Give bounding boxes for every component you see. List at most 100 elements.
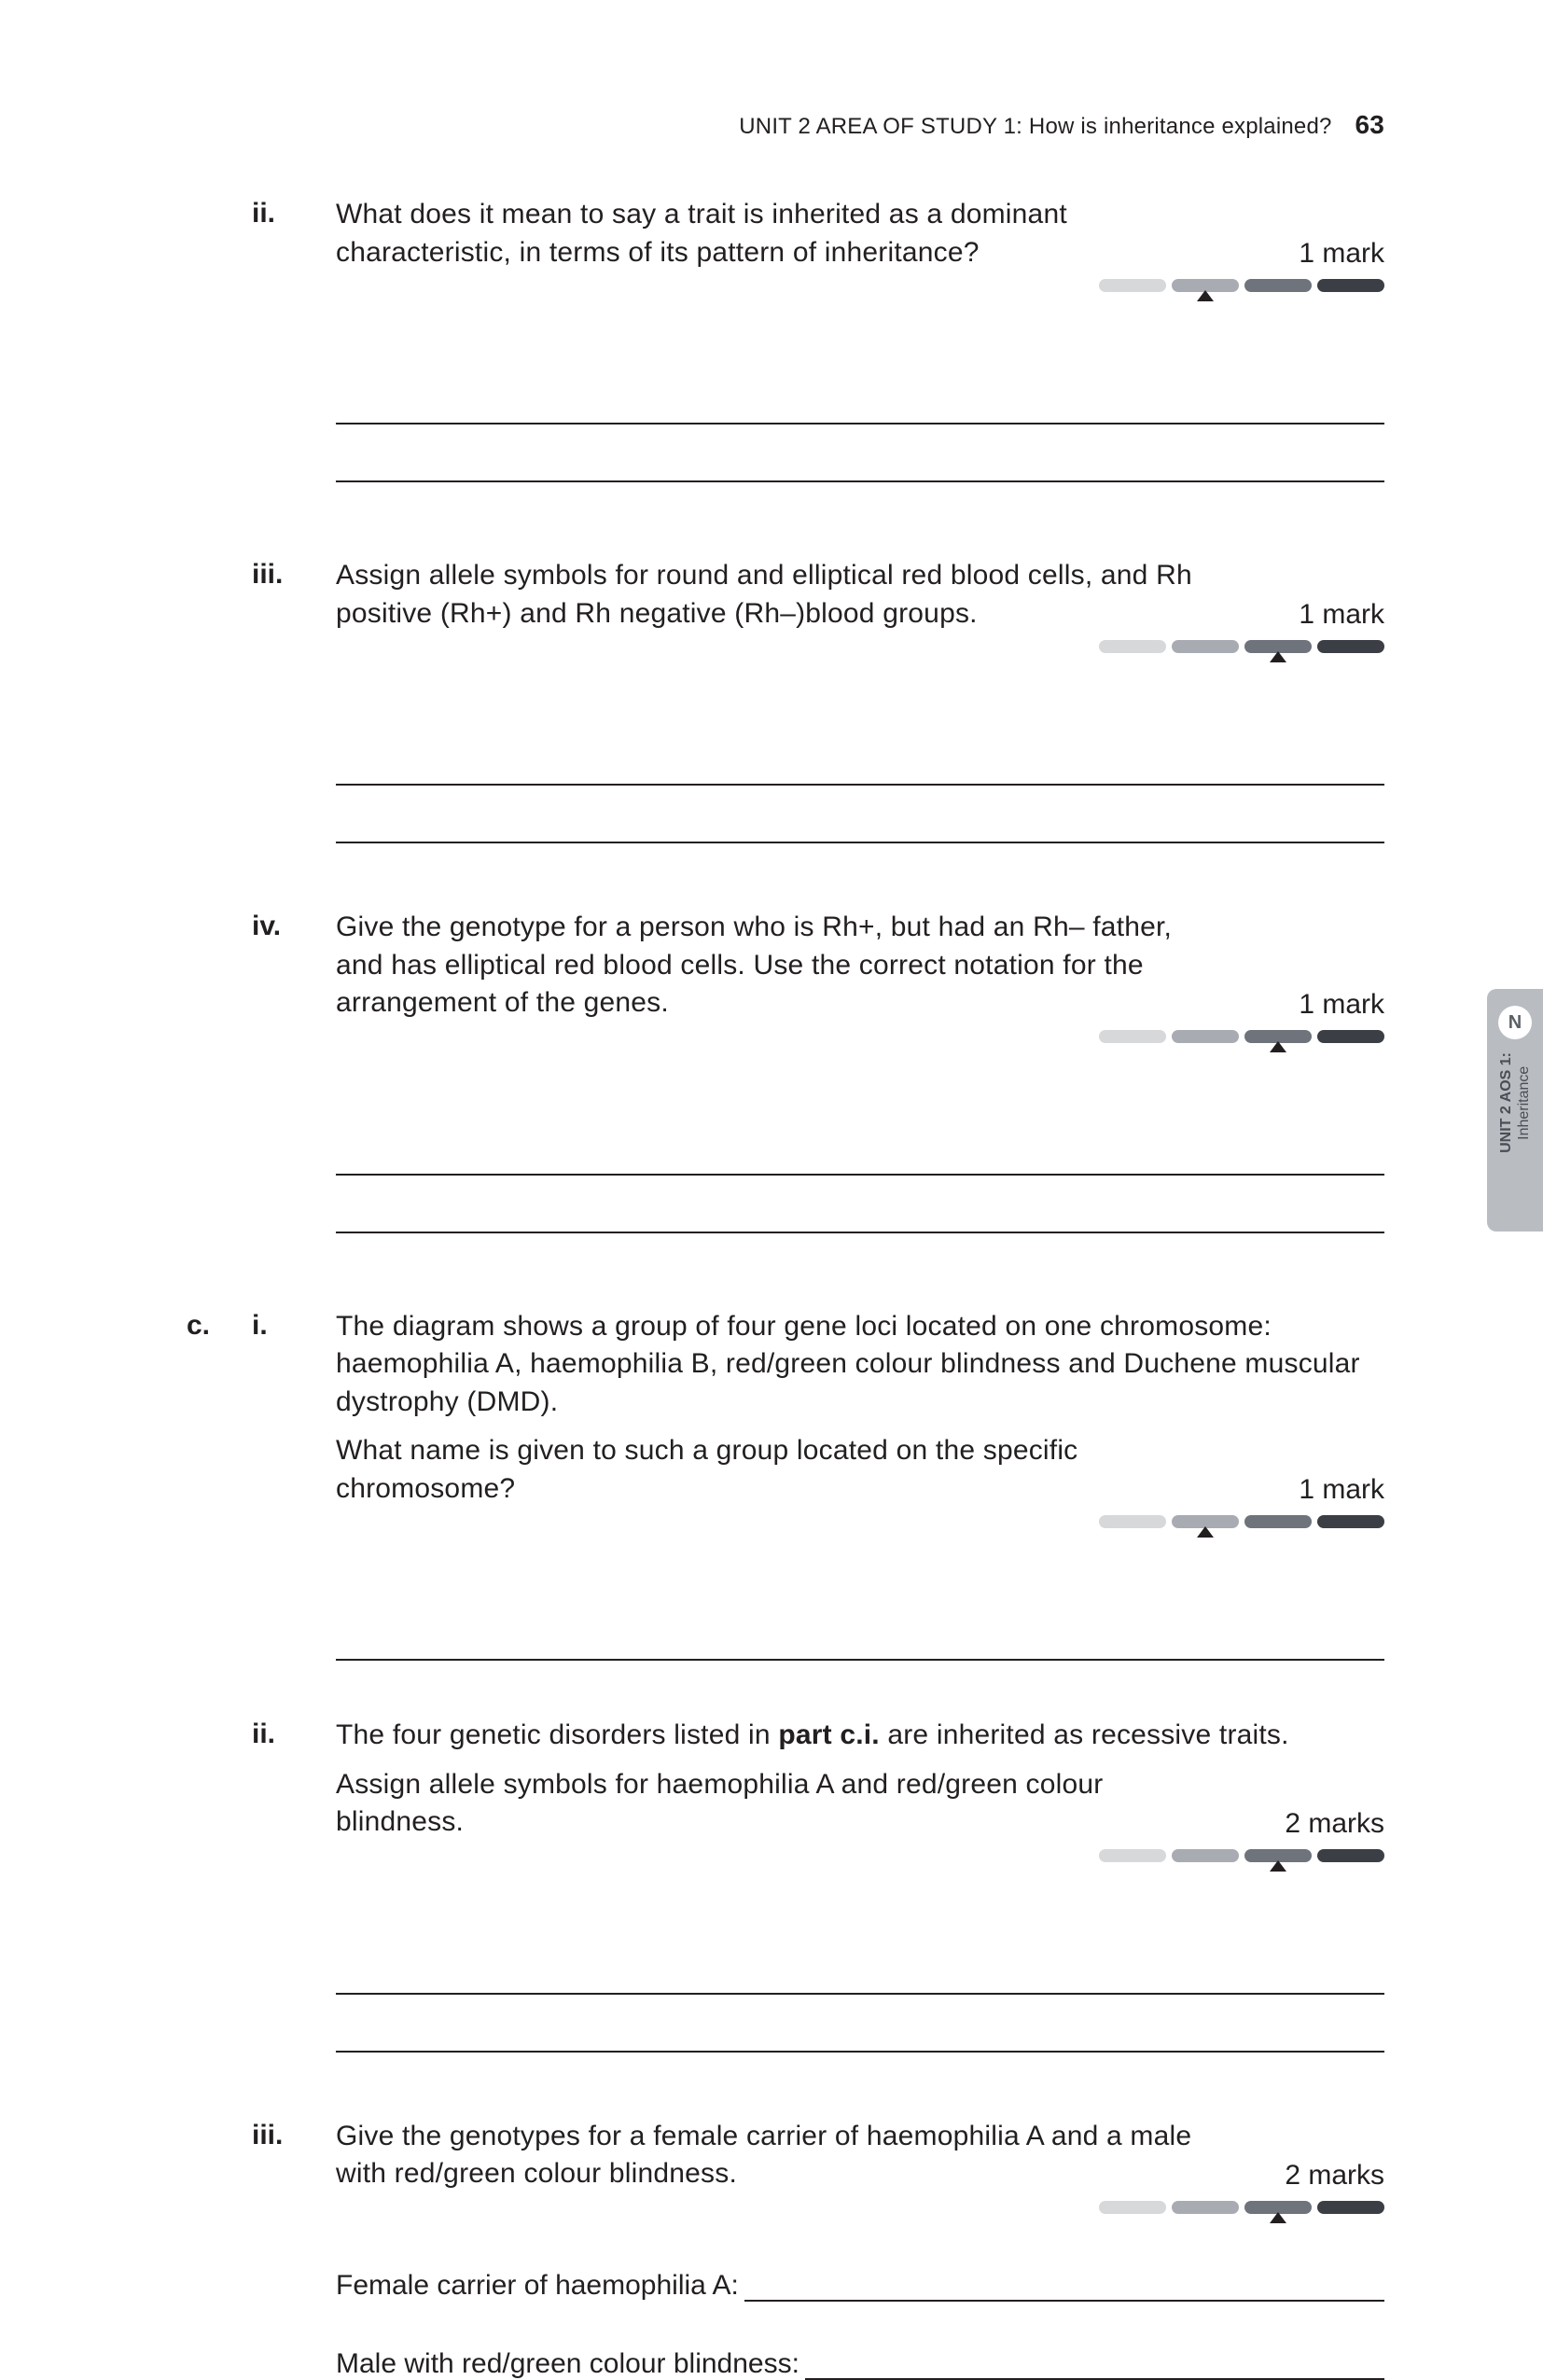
inline-answer-row: Male with red/green colour blindness: (336, 2348, 1384, 2380)
difficulty-segment (1317, 640, 1384, 653)
question-letter (187, 557, 252, 843)
answer-line[interactable] (336, 1937, 1384, 1995)
marks-label: 2 marks (1226, 2160, 1384, 2193)
difficulty-segment (1099, 2201, 1166, 2214)
side-tab-line2: Inheritance (1516, 1065, 1532, 1139)
question-block: c.i.The diagram shows a group of four ge… (187, 1308, 1384, 1662)
inline-answer-label: Female carrier of haemophilia A: (336, 2270, 739, 2302)
difficulty-segment (1172, 1849, 1239, 1862)
page: UNIT 2 AREA OF STUDY 1: How is inheritan… (0, 0, 1543, 2182)
difficulty-bar (1099, 1030, 1384, 1043)
difficulty-bar (1099, 1849, 1384, 1862)
difficulty-segment (1099, 279, 1166, 292)
answer-lines (336, 1603, 1384, 1661)
difficulty-segment (1317, 1515, 1384, 1528)
difficulty-pointer-icon (1197, 1526, 1214, 1538)
question-text-row: The four genetic disorders listed in par… (336, 1717, 1384, 1755)
marks-label: 1 mark (1226, 989, 1384, 1023)
inline-answer-line[interactable] (744, 2274, 1384, 2302)
question-text-row: The diagram shows a group of four gene l… (336, 1308, 1384, 1422)
running-head: UNIT 2 AREA OF STUDY 1: How is inheritan… (739, 110, 1384, 140)
question-letter (187, 1717, 252, 2053)
answer-lines (336, 728, 1384, 843)
inline-answer-line[interactable] (805, 2352, 1384, 2380)
difficulty-segment (1099, 1030, 1166, 1043)
difficulty-indicator (336, 1515, 1384, 1538)
answer-line[interactable] (336, 728, 1384, 786)
question-body: The four genetic disorders listed in par… (336, 1717, 1384, 2053)
answer-line[interactable] (336, 1176, 1384, 1233)
question-text-row: Give the genotypes for a female carrier … (336, 2118, 1384, 2193)
question-text: Give the genotype for a person who is Rh… (336, 909, 1226, 1023)
difficulty-segment (1317, 2201, 1384, 2214)
difficulty-pointer-icon (1270, 1860, 1286, 1872)
question-roman: ii. (252, 1717, 336, 2053)
question-roman: ii. (252, 196, 336, 482)
marks-label: 1 mark (1226, 1474, 1384, 1508)
difficulty-segment (1099, 1515, 1166, 1528)
difficulty-pointer-icon (1270, 2212, 1286, 2223)
difficulty-bar (1099, 1515, 1384, 1528)
difficulty-segment (1172, 640, 1239, 653)
question-letter (187, 196, 252, 482)
question-letter (187, 2118, 252, 2380)
page-number: 63 (1355, 110, 1384, 139)
difficulty-segment (1317, 279, 1384, 292)
question-text-row: What name is given to such a group locat… (336, 1432, 1384, 1508)
marks-label: 2 marks (1226, 1808, 1384, 1842)
difficulty-segment (1317, 1030, 1384, 1043)
difficulty-bar (1099, 640, 1384, 653)
answer-line[interactable] (336, 425, 1384, 482)
answer-line[interactable] (336, 1118, 1384, 1176)
answer-lines (336, 1937, 1384, 2053)
question-roman: iii. (252, 557, 336, 843)
difficulty-indicator (336, 2201, 1384, 2223)
difficulty-pointer-icon (1270, 651, 1286, 662)
question-text: Assign allele symbols for round and elli… (336, 557, 1226, 633)
difficulty-segment (1099, 640, 1166, 653)
answer-line[interactable] (336, 367, 1384, 425)
answer-lines (336, 1118, 1384, 1233)
difficulty-indicator (336, 640, 1384, 662)
question-text: What name is given to such a group locat… (336, 1432, 1226, 1508)
question-body: Assign allele symbols for round and elli… (336, 557, 1384, 843)
question-text: Assign allele symbols for haemophilia A … (336, 1766, 1226, 1842)
difficulty-segment (1244, 1515, 1312, 1528)
difficulty-pointer-icon (1270, 1041, 1286, 1052)
question-text-row: Give the genotype for a person who is Rh… (336, 909, 1384, 1023)
question-letter: c. (187, 1308, 252, 1662)
marks-label: 1 mark (1226, 599, 1384, 633)
question-letter (187, 909, 252, 1233)
difficulty-bar (1099, 2201, 1384, 2214)
question-roman: iv. (252, 909, 336, 1233)
side-tab-line1: UNIT 2 AOS 1: (1498, 1052, 1514, 1153)
question-body: The diagram shows a group of four gene l… (336, 1308, 1384, 1662)
question-roman: i. (252, 1308, 336, 1662)
difficulty-bar (1099, 279, 1384, 292)
content-area: ii.What does it mean to say a trait is i… (187, 196, 1384, 2380)
question-body: What does it mean to say a trait is inhe… (336, 196, 1384, 482)
answer-line[interactable] (336, 1995, 1384, 2053)
side-tab: N UNIT 2 AOS 1: Inheritance (1487, 989, 1543, 1232)
difficulty-segment (1317, 1849, 1384, 1862)
difficulty-segment (1099, 1849, 1166, 1862)
difficulty-indicator (336, 279, 1384, 301)
marks-label: 1 mark (1226, 238, 1384, 271)
answer-line[interactable] (336, 786, 1384, 843)
difficulty-indicator (336, 1849, 1384, 1872)
inline-answer-row: Female carrier of haemophilia A: (336, 2270, 1384, 2302)
running-head-text: UNIT 2 AREA OF STUDY 1: How is inheritan… (739, 114, 1331, 139)
difficulty-segment (1244, 279, 1312, 292)
question-body: Give the genotype for a person who is Rh… (336, 909, 1384, 1233)
question-text: The four genetic disorders listed in par… (336, 1717, 1384, 1755)
question-text: What does it mean to say a trait is inhe… (336, 196, 1226, 271)
side-tab-badge: N (1498, 1006, 1532, 1039)
answer-line[interactable] (336, 1603, 1384, 1661)
question-block: iii.Assign allele symbols for round and … (187, 557, 1384, 843)
inline-answer-label: Male with red/green colour blindness: (336, 2348, 799, 2380)
difficulty-pointer-icon (1197, 290, 1214, 301)
question-block: iii.Give the genotypes for a female carr… (187, 2118, 1384, 2380)
question-roman: iii. (252, 2118, 336, 2380)
question-block: iv.Give the genotype for a person who is… (187, 909, 1384, 1233)
question-block: ii.The four genetic disorders listed in … (187, 1717, 1384, 2053)
